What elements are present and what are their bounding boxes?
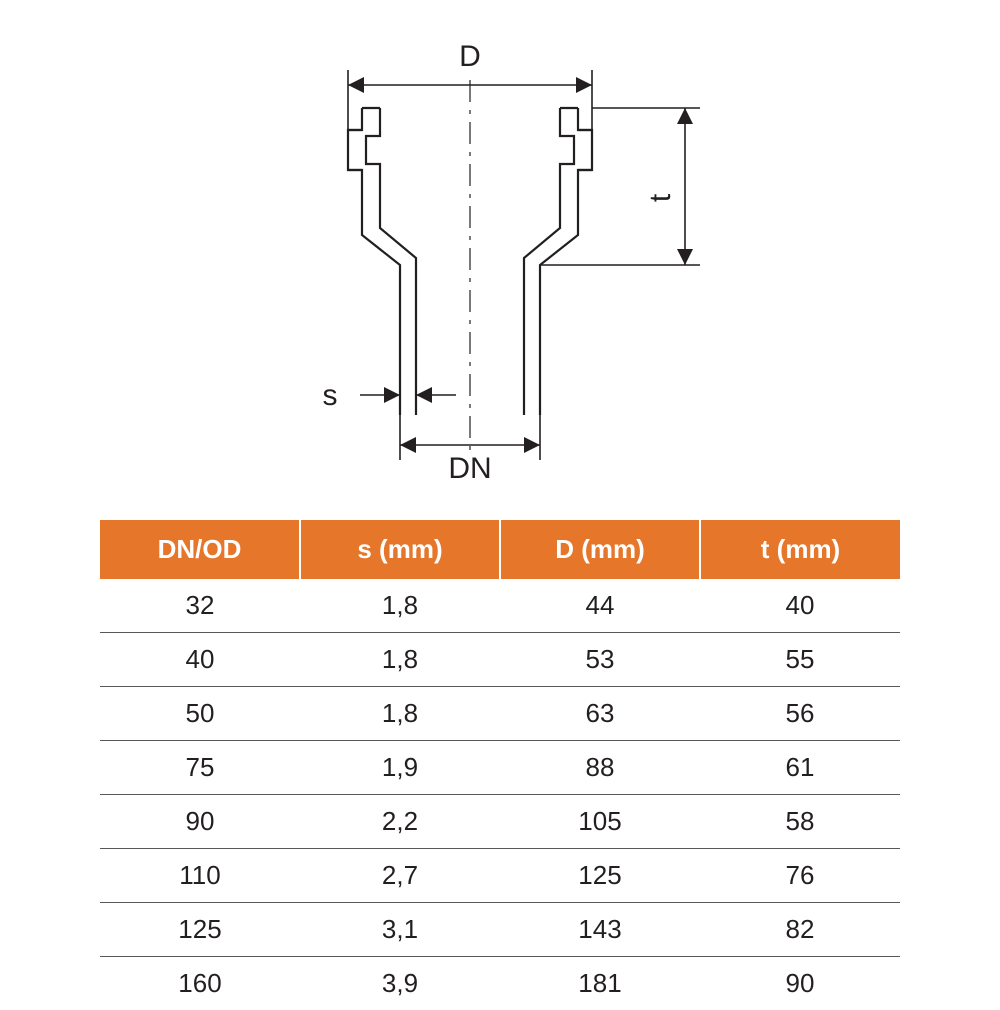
table-cell: 181 — [500, 957, 700, 1010]
table-cell: 125 — [100, 903, 300, 957]
table-cell: 76 — [700, 849, 900, 903]
table-cell: 125 — [500, 849, 700, 903]
dimensions-table: DN/OD s (mm) D (mm) t (mm) 321,84440401,… — [100, 520, 900, 1010]
table-row: 751,98861 — [100, 741, 900, 795]
table-cell: 160 — [100, 957, 300, 1010]
dim-label-D: D — [459, 40, 481, 73]
pipe-diagram: D t DN s — [100, 30, 900, 480]
table-cell: 3,9 — [300, 957, 500, 1010]
table-cell: 50 — [100, 687, 300, 741]
table-cell: 55 — [700, 633, 900, 687]
table-cell: 1,8 — [300, 633, 500, 687]
table-cell: 75 — [100, 741, 300, 795]
table-cell: 58 — [700, 795, 900, 849]
col-header: t (mm) — [700, 520, 900, 579]
table-cell: 44 — [500, 579, 700, 633]
table-cell: 143 — [500, 903, 700, 957]
table-cell: 1,8 — [300, 687, 500, 741]
table-row: 1102,712576 — [100, 849, 900, 903]
dim-label-s: s — [323, 379, 338, 412]
table-cell: 3,1 — [300, 903, 500, 957]
pipe-outline-right — [524, 108, 592, 415]
table-cell: 2,7 — [300, 849, 500, 903]
table-cell: 53 — [500, 633, 700, 687]
table-cell: 1,8 — [300, 579, 500, 633]
table-row: 401,85355 — [100, 633, 900, 687]
table-cell: 110 — [100, 849, 300, 903]
table-cell: 40 — [100, 633, 300, 687]
table-cell: 90 — [100, 795, 300, 849]
table-cell: 1,9 — [300, 741, 500, 795]
pipe-outline-left — [348, 108, 416, 415]
table-cell: 2,2 — [300, 795, 500, 849]
table-cell: 88 — [500, 741, 700, 795]
dim-s: s — [323, 375, 457, 412]
table-cell: 32 — [100, 579, 300, 633]
col-header: D (mm) — [500, 520, 700, 579]
col-header: DN/OD — [100, 520, 300, 579]
dim-D: D — [348, 40, 592, 130]
dim-label-t: t — [644, 193, 677, 202]
table-row: 1253,114382 — [100, 903, 900, 957]
table-cell: 105 — [500, 795, 700, 849]
dim-t: t — [540, 108, 700, 265]
col-header: s (mm) — [300, 520, 500, 579]
table-cell: 82 — [700, 903, 900, 957]
table-row: 902,210558 — [100, 795, 900, 849]
table-row: 501,86356 — [100, 687, 900, 741]
table-header-row: DN/OD s (mm) D (mm) t (mm) — [100, 520, 900, 579]
table-cell: 90 — [700, 957, 900, 1010]
table-cell: 56 — [700, 687, 900, 741]
table-row: 321,84440 — [100, 579, 900, 633]
dim-label-DN: DN — [448, 452, 491, 480]
table-cell: 40 — [700, 579, 900, 633]
table-row: 1603,918190 — [100, 957, 900, 1010]
table-cell: 63 — [500, 687, 700, 741]
table-cell: 61 — [700, 741, 900, 795]
